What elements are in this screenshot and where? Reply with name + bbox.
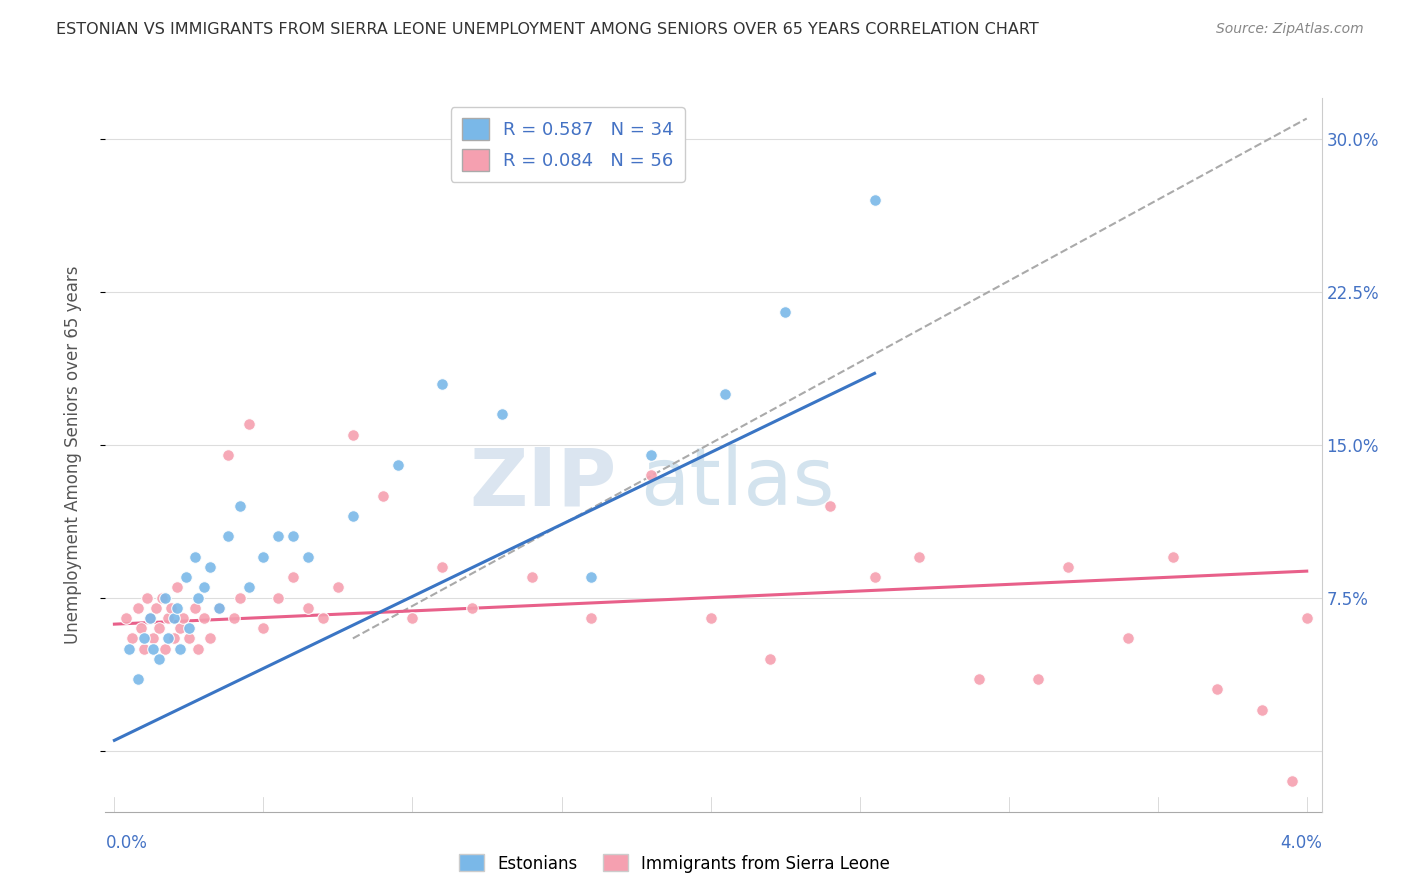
Point [217, 448, 239, 462]
Point [297, 600, 319, 615]
Point [184, 600, 207, 615]
Point [139, 611, 162, 625]
Point [401, 611, 423, 625]
Point [297, 549, 319, 564]
Point [166, 581, 188, 595]
Point [174, 570, 197, 584]
Point [121, 632, 143, 646]
Point [1057, 560, 1080, 574]
Point [148, 652, 170, 666]
Point [177, 632, 200, 646]
Point [134, 641, 156, 656]
Legend: Estonians, Immigrants from Sierra Leone: Estonians, Immigrants from Sierra Leone [453, 847, 897, 880]
Point [136, 591, 159, 605]
Point [967, 672, 990, 686]
Point [208, 600, 231, 615]
Text: ZIP: ZIP [470, 444, 616, 523]
Point [267, 591, 290, 605]
Point [238, 581, 260, 595]
Point [187, 591, 209, 605]
Text: Source: ZipAtlas.com: Source: ZipAtlas.com [1216, 22, 1364, 37]
Point [581, 570, 603, 584]
Point [1028, 672, 1050, 686]
Point [312, 611, 335, 625]
Point [160, 600, 183, 615]
Point [1206, 682, 1229, 697]
Text: atlas: atlas [641, 444, 835, 523]
Point [187, 641, 209, 656]
Point [520, 570, 543, 584]
Legend: R = 0.587   N = 34, R = 0.084   N = 56: R = 0.587 N = 34, R = 0.084 N = 56 [451, 107, 685, 182]
Point [172, 611, 194, 625]
Point [1295, 611, 1317, 625]
Point [184, 549, 207, 564]
Point [326, 581, 349, 595]
Point [198, 632, 221, 646]
Point [387, 458, 409, 472]
Point [150, 591, 173, 605]
Point [342, 427, 364, 442]
Point [371, 489, 394, 503]
Point [1116, 632, 1139, 646]
Point [640, 468, 662, 483]
Point [1161, 549, 1184, 564]
Point [115, 611, 138, 625]
Point [208, 600, 231, 615]
Point [581, 611, 603, 625]
Point [157, 611, 180, 625]
Point [640, 448, 662, 462]
Point [142, 641, 165, 656]
Point [222, 611, 245, 625]
Text: ESTONIAN VS IMMIGRANTS FROM SIERRA LEONE UNEMPLOYMENT AMONG SENIORS OVER 65 YEAR: ESTONIAN VS IMMIGRANTS FROM SIERRA LEONE… [56, 22, 1039, 37]
Point [432, 376, 454, 391]
Point [818, 499, 841, 513]
Point [773, 305, 796, 319]
Text: 0.0%: 0.0% [105, 834, 148, 852]
Point [142, 632, 165, 646]
Point [166, 600, 188, 615]
Point [252, 621, 274, 635]
Point [118, 641, 141, 656]
Point [228, 499, 250, 513]
Point [863, 193, 886, 207]
Point [228, 591, 250, 605]
Point [759, 652, 782, 666]
Point [432, 560, 454, 574]
Point [863, 570, 886, 584]
Point [177, 621, 200, 635]
Point [714, 386, 737, 401]
Point [491, 407, 513, 421]
Point [193, 611, 215, 625]
Point [1281, 774, 1303, 789]
Point [342, 509, 364, 524]
Point [127, 672, 149, 686]
Point [145, 600, 167, 615]
Point [193, 581, 215, 595]
Point [129, 621, 152, 635]
Point [127, 600, 149, 615]
Point [169, 621, 191, 635]
Point [139, 611, 162, 625]
Point [157, 632, 180, 646]
Point [283, 570, 305, 584]
Point [252, 549, 274, 564]
Point [1251, 703, 1274, 717]
Point [198, 560, 221, 574]
Point [267, 529, 290, 543]
Point [148, 621, 170, 635]
Point [238, 417, 260, 432]
Point [169, 641, 191, 656]
Point [134, 632, 156, 646]
Point [908, 549, 931, 564]
Point [461, 600, 484, 615]
Point [153, 591, 176, 605]
Text: 4.0%: 4.0% [1279, 834, 1322, 852]
Point [153, 641, 176, 656]
Point [217, 529, 239, 543]
Point [163, 632, 186, 646]
Point [163, 611, 186, 625]
Point [699, 611, 721, 625]
Point [283, 529, 305, 543]
Y-axis label: Unemployment Among Seniors over 65 years: Unemployment Among Seniors over 65 years [63, 266, 82, 644]
